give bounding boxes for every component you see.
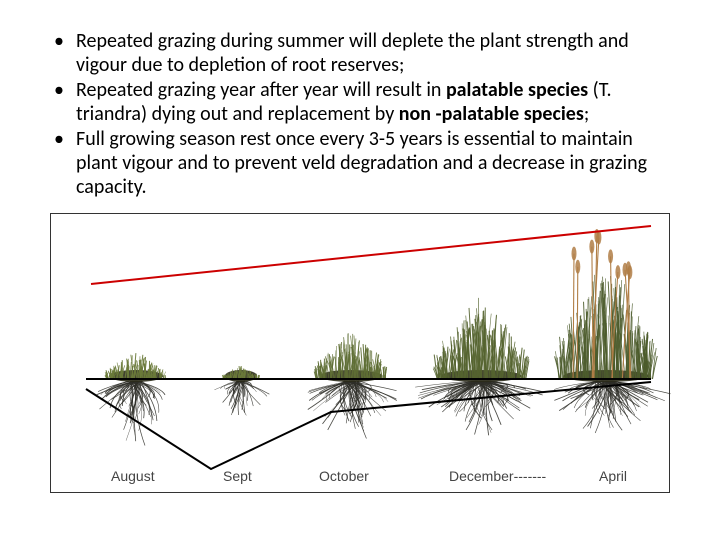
month-label: October — [319, 468, 369, 484]
growth-diagram: August Sept October December------- April — [50, 213, 670, 493]
month-label: Sept — [223, 468, 252, 484]
bullet-list: Repeated grazing during summer will depl… — [50, 30, 670, 199]
bullet-item-3: Full growing season rest once every 3-5 … — [76, 128, 670, 199]
bullet-text: Full growing season rest once every 3-5 … — [76, 127, 647, 198]
bullet-text-bold1: palatable species — [446, 78, 588, 102]
bullet-text-post: ; — [584, 102, 589, 126]
month-label: August — [111, 468, 155, 484]
diagram-svg — [51, 214, 671, 494]
bullet-item-2: Repeated grazing year after year will re… — [76, 79, 670, 126]
bullet-text-pre: Repeated grazing year after year will re… — [76, 78, 446, 102]
bullet-text: Repeated grazing during summer will depl… — [76, 29, 629, 77]
month-label: December------- — [449, 468, 546, 484]
bullet-item-1: Repeated grazing during summer will depl… — [76, 30, 670, 77]
month-labels: August Sept October December------- April — [51, 468, 669, 488]
bullet-text-bold2: non -palatable species — [399, 102, 584, 126]
month-label: April — [599, 468, 627, 484]
